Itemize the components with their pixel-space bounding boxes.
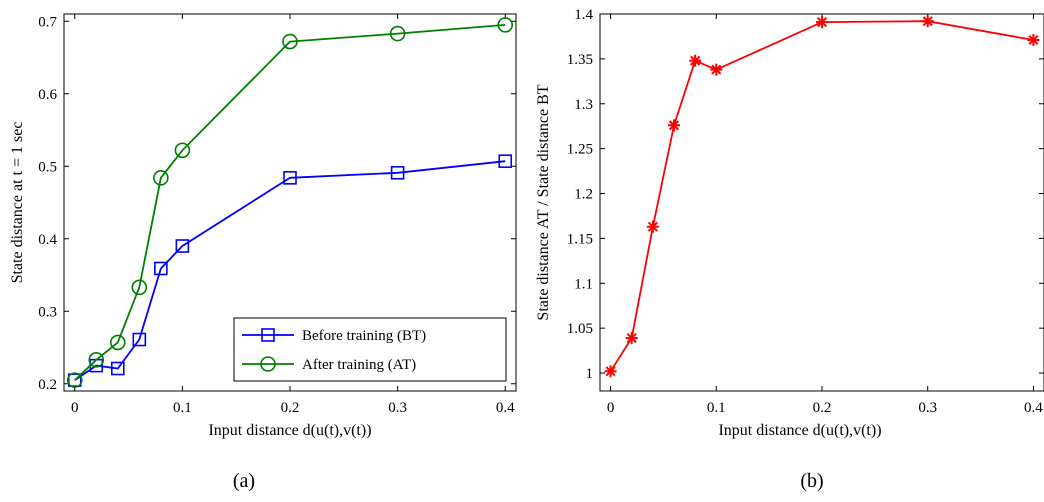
data-point xyxy=(816,16,828,29)
y-axis-label: State distance at t = 1 sec xyxy=(9,122,26,284)
legend: Before training (BT) After training (AT) xyxy=(233,317,507,382)
data-point xyxy=(646,220,659,233)
data-point xyxy=(497,17,514,33)
data-point xyxy=(110,334,126,351)
y-axis-label: State distance AT / State distance BT xyxy=(535,84,552,320)
y-tick-label: 1.2 xyxy=(574,187,593,203)
x-axis-label: Input distance d(u(t),v(t)) xyxy=(208,422,371,439)
data-point xyxy=(921,15,934,28)
y-tick-label: 0.4 xyxy=(38,232,57,248)
y-tick-label: 1.4 xyxy=(574,7,593,23)
data-point xyxy=(132,332,147,347)
y-tick-label: 0.5 xyxy=(38,159,57,175)
legend-label: Before training (BT) xyxy=(302,328,426,344)
series-line-2 xyxy=(74,24,506,381)
x-tick-label: 0.4 xyxy=(496,400,515,416)
x-tick-label: 0.3 xyxy=(918,400,937,416)
data-point xyxy=(175,239,190,253)
caption-a: (a) xyxy=(232,470,256,492)
x-tick-label: 0.2 xyxy=(281,400,300,416)
y-tick-label: 1.05 xyxy=(567,321,593,337)
data-point xyxy=(66,372,83,388)
x-tick-label: 0.4 xyxy=(1024,400,1043,416)
data-point xyxy=(174,142,191,159)
data-point xyxy=(261,328,275,342)
chart-b: 0 0.1 0.2 0.3 0.4 1 1.05 1.1 1.15 1.2 1.25 1.3 1.35 1… xyxy=(535,7,1044,439)
y-tick-label: 1.25 xyxy=(567,142,593,158)
y-tick-label: 0.3 xyxy=(38,304,57,320)
data-point xyxy=(389,25,406,42)
data-point xyxy=(604,365,617,378)
y-tick-label: 1.3 xyxy=(574,97,593,113)
data-point xyxy=(131,279,148,296)
y-tick-label: 0.2 xyxy=(38,377,57,393)
data-point xyxy=(689,54,702,67)
series-line-1 xyxy=(609,20,1034,372)
x-tick-label: 0.3 xyxy=(388,400,407,416)
data-point xyxy=(283,171,297,185)
data-point xyxy=(154,261,168,276)
data-point xyxy=(498,154,513,168)
data-point xyxy=(153,170,169,186)
x-tick-label: 0.1 xyxy=(707,400,726,416)
data-point xyxy=(111,361,125,376)
y-tick-label: 1.15 xyxy=(567,231,593,247)
data-point xyxy=(282,33,298,50)
x-tick-label: 0.1 xyxy=(173,400,192,416)
plot-frame xyxy=(599,13,1044,392)
data-point xyxy=(625,332,638,345)
series-line-1 xyxy=(74,160,506,381)
caption-b: (b) xyxy=(800,470,824,492)
data-point xyxy=(390,165,405,180)
x-tick-label: 0 xyxy=(607,400,615,416)
data-point xyxy=(260,356,276,372)
x-tick-label: 0.2 xyxy=(813,400,832,416)
legend-box xyxy=(233,317,507,382)
x-axis-label: Input distance d(u(t),v(t)) xyxy=(718,422,881,439)
data-point xyxy=(1027,34,1040,47)
data-point xyxy=(88,352,105,368)
data-point xyxy=(67,373,82,387)
x-tick-label: 0 xyxy=(71,400,79,416)
y-tick-label: 1.1 xyxy=(574,276,593,292)
chart-a: 0 0.1 0.2 0.3 0.4 0.2 0.3 0.4 0.5 0.6 0.7 Input dis… xyxy=(9,13,517,439)
legend-label: After training (AT) xyxy=(302,357,416,373)
data-point xyxy=(668,119,680,132)
y-tick-label: 1 xyxy=(586,366,594,382)
data-point xyxy=(710,63,723,76)
y-tick-label: 0.6 xyxy=(38,87,57,103)
y-tick-label: 1.35 xyxy=(567,52,593,68)
y-tick-label: 0.7 xyxy=(38,14,57,30)
